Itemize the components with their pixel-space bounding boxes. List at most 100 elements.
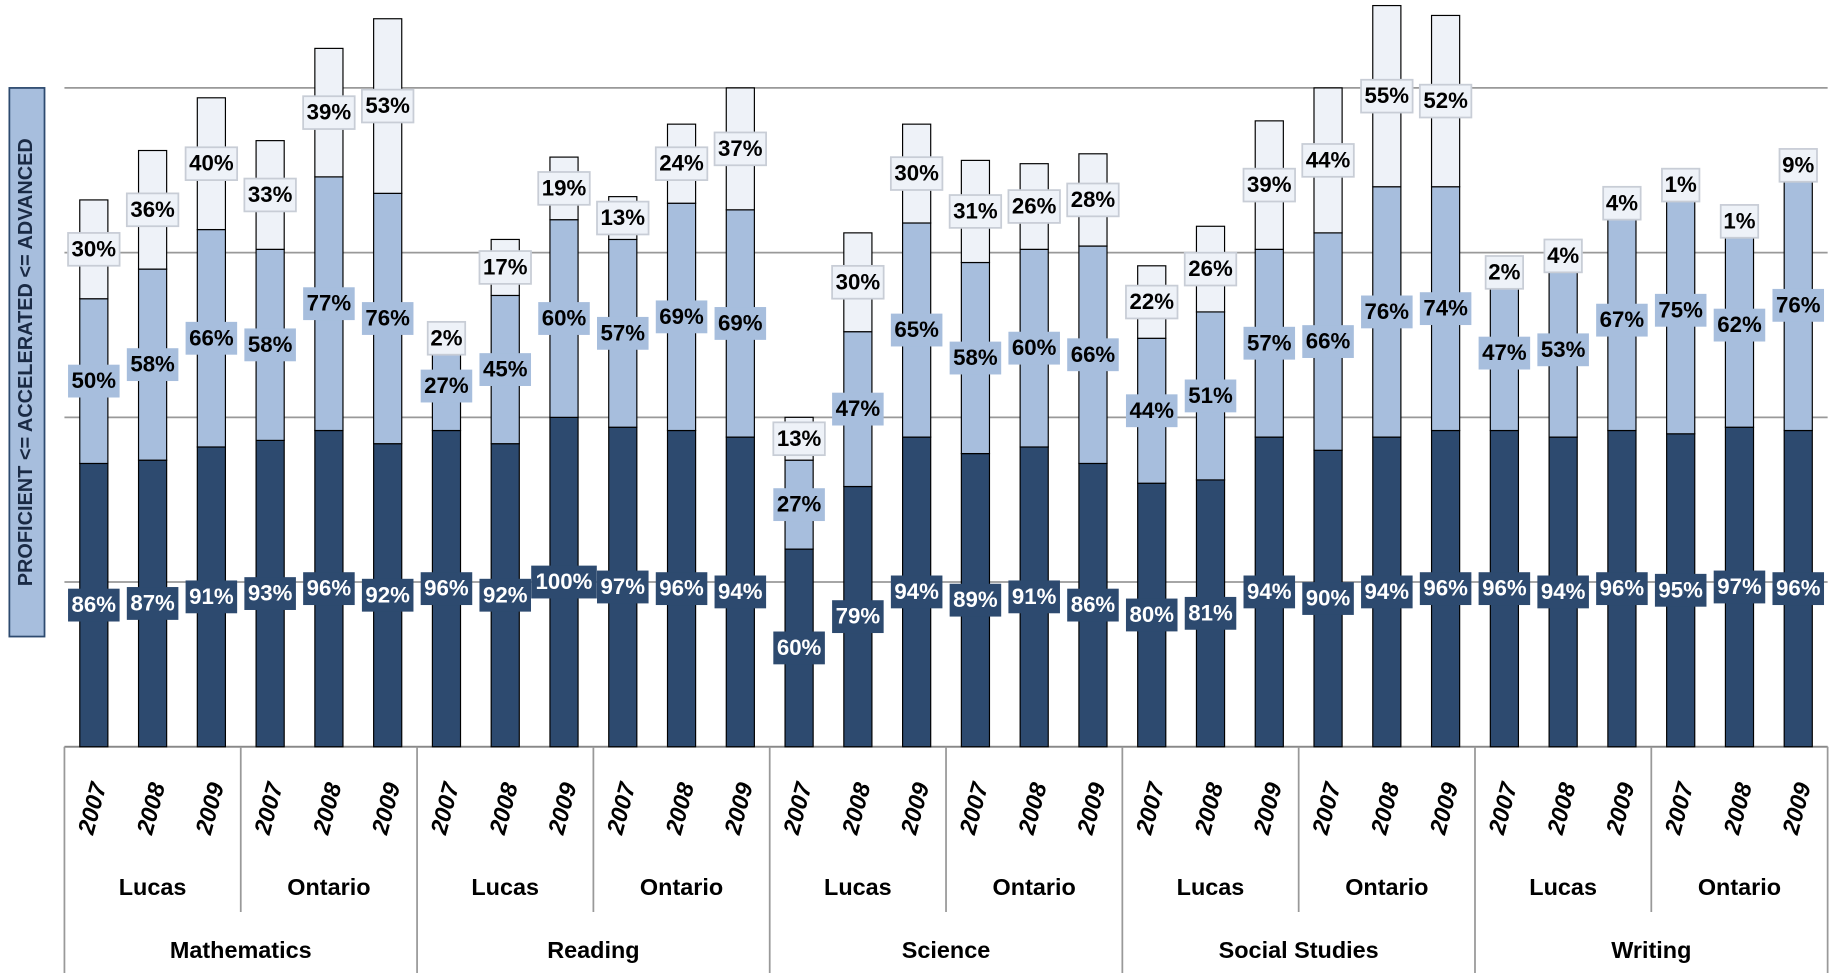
value-label: 95%: [1658, 577, 1703, 602]
value-label-box: [302, 95, 356, 130]
value-label-box: [185, 580, 238, 614]
region-label: Lucas: [1177, 874, 1245, 900]
x-tick-label: 2008: [131, 780, 170, 838]
value-label: 57%: [601, 320, 646, 345]
value-label-box: [244, 577, 296, 610]
value-label-box: [1478, 572, 1531, 606]
value-label-box: [1713, 570, 1766, 604]
value-label-box: [654, 146, 709, 181]
region-label: Ontario: [993, 874, 1076, 900]
x-tick-label: 2007: [73, 779, 112, 838]
value-label-box: [714, 307, 767, 340]
value-label-box: [773, 488, 825, 522]
value-label-box: [1243, 326, 1296, 360]
value-label: 58%: [130, 352, 175, 377]
value-label: 17%: [483, 254, 528, 279]
region-label: Lucas: [471, 874, 539, 900]
value-label: 97%: [1717, 574, 1762, 599]
x-tick-label: 2007: [778, 779, 817, 838]
value-label: 87%: [130, 590, 175, 615]
value-label-box: [832, 392, 884, 426]
x-tick-label: 2009: [1424, 780, 1463, 838]
value-label-box: [714, 575, 767, 609]
value-label-box: [773, 631, 825, 665]
value-label-box: [303, 572, 355, 606]
value-label-box: [597, 570, 649, 604]
value-label-box: [538, 302, 590, 335]
value-label: 44%: [1129, 398, 1174, 423]
value-label: 13%: [777, 426, 822, 451]
value-label: 44%: [1306, 147, 1351, 172]
value-label-box: [655, 300, 708, 334]
value-label-box: [1125, 394, 1178, 428]
x-tick-label: 2009: [1777, 780, 1816, 838]
x-tick-label: 2007: [1659, 779, 1698, 838]
value-label-box: [596, 200, 650, 236]
value-label: 81%: [1188, 600, 1233, 625]
value-label: 1%: [1723, 208, 1755, 233]
region-label: Ontario: [640, 874, 723, 900]
value-label-box: [1719, 204, 1760, 239]
value-label: 69%: [659, 304, 704, 329]
value-label: 33%: [248, 182, 293, 207]
value-label-box: [478, 250, 532, 285]
x-tick-label: 2009: [190, 780, 229, 838]
value-label-box: [1184, 596, 1237, 630]
value-label: 50%: [72, 368, 117, 393]
value-label: 76%: [365, 306, 410, 331]
value-label: 47%: [1482, 340, 1527, 365]
region-label: Lucas: [824, 874, 892, 900]
value-label: 2%: [1488, 259, 1520, 284]
x-tick-label: 2008: [1542, 780, 1581, 838]
subject-label: Writing: [1611, 937, 1691, 963]
value-label-box: [1360, 78, 1414, 114]
value-label: 45%: [483, 357, 528, 382]
value-label: 53%: [1541, 337, 1586, 362]
value-label: 47%: [836, 396, 881, 421]
value-label-box: [1596, 303, 1648, 337]
x-tick-label: 2008: [1189, 780, 1228, 838]
x-tick-label: 2008: [1718, 780, 1757, 838]
value-label: 96%: [307, 576, 352, 601]
x-tick-label: 2007: [425, 779, 464, 838]
value-label-box: [890, 313, 943, 347]
value-label: 94%: [718, 579, 763, 604]
value-label: 86%: [1071, 592, 1116, 617]
value-label: 91%: [1012, 584, 1057, 609]
value-label-box: [1478, 336, 1531, 370]
value-label-box: [713, 131, 767, 167]
subject-label: Reading: [547, 937, 639, 963]
region-label: Lucas: [1529, 874, 1597, 900]
y-axis-title: PROFICIENT <= ACCELERATED <= ADVANCED: [15, 138, 37, 586]
x-tick-label: 2007: [1483, 779, 1522, 838]
value-label-box: [1713, 308, 1766, 342]
value-label: 100%: [536, 569, 593, 594]
value-label-box: [361, 88, 415, 124]
value-label-box: [185, 321, 238, 355]
value-label-box: [1007, 189, 1061, 224]
value-label-box: [1125, 284, 1179, 320]
value-label-box: [949, 341, 1002, 375]
value-label: 91%: [189, 584, 234, 609]
value-label-box: [1067, 338, 1119, 372]
value-label-box: [184, 146, 239, 181]
value-label: 92%: [483, 582, 528, 607]
value-label-box: [1543, 238, 1583, 274]
value-label: 39%: [307, 100, 352, 125]
value-label-box: [1302, 582, 1354, 615]
value-label-box: [949, 583, 1002, 617]
value-label: 60%: [777, 635, 822, 660]
value-label-box: [889, 156, 944, 191]
value-label: 26%: [1012, 194, 1057, 219]
value-label: 79%: [836, 604, 881, 629]
value-label-box: [1243, 575, 1296, 609]
value-label-box: [68, 364, 120, 398]
x-tick-label: 2008: [837, 780, 876, 838]
value-label-box: [243, 177, 297, 213]
value-label-box: [1596, 572, 1648, 606]
value-label-box: [361, 302, 414, 335]
x-tick-label: 2008: [1366, 780, 1405, 838]
value-label: 96%: [1776, 576, 1821, 601]
value-label-box: [1418, 83, 1473, 119]
x-tick-label: 2008: [1013, 780, 1052, 838]
